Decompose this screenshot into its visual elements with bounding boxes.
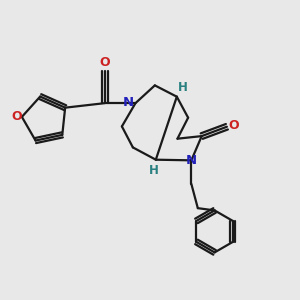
Text: O: O [229, 119, 239, 132]
Text: H: H [178, 81, 188, 94]
Text: N: N [186, 154, 197, 167]
Text: O: O [11, 110, 22, 123]
Text: H: H [149, 164, 159, 176]
Text: O: O [100, 56, 110, 69]
Text: N: N [123, 96, 134, 109]
